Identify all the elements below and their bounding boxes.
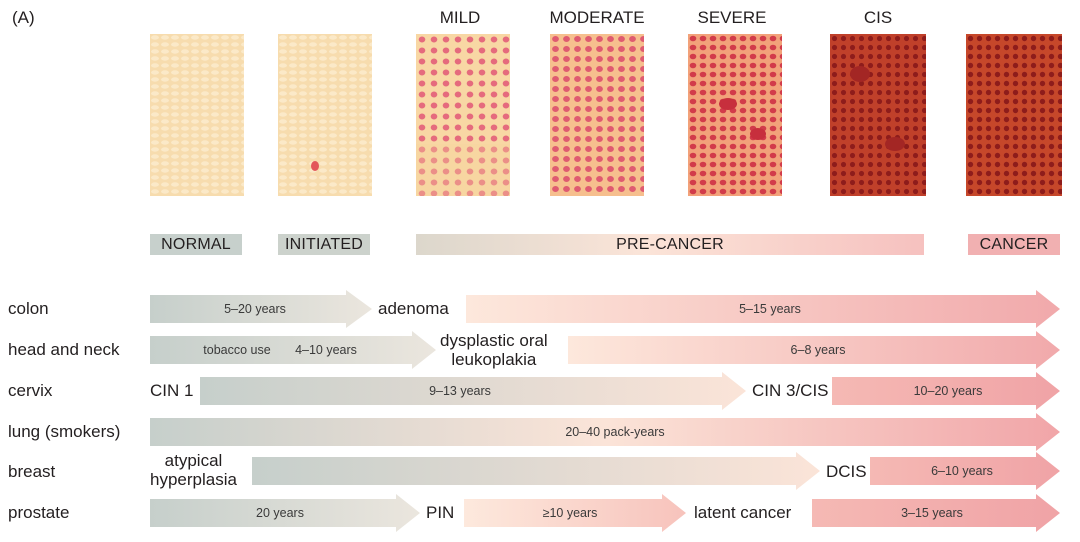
- head-neck-arrow-2: [568, 331, 1060, 369]
- head-neck-milestone-line2: leukoplakia: [451, 350, 537, 369]
- colon-arrow-1: [150, 290, 372, 328]
- colon-milestone-adenoma: adenoma: [378, 299, 449, 318]
- organ-label-head-neck: head and neck: [8, 340, 120, 359]
- prostate-milestone-latent-cancer: latent cancer: [694, 503, 792, 522]
- cervix-duration-1: 9–13 years: [429, 384, 491, 398]
- initiated-cell: [311, 161, 319, 171]
- lung-duration: 20–40 pack-years: [565, 425, 665, 439]
- panel-label-moderate: MODERATE: [549, 8, 645, 27]
- stage-normal: NORMAL: [150, 234, 242, 255]
- prostate-duration-3: 3–15 years: [901, 506, 963, 520]
- tissue-normal-image: [150, 34, 244, 196]
- stage-precancer: PRE-CANCER: [416, 234, 924, 255]
- prostate-duration-1: 20 years: [256, 506, 304, 520]
- head-neck-duration-2: 6–8 years: [790, 343, 846, 357]
- breast-arrow-1: [252, 452, 820, 490]
- breast-milestone-dcis: DCIS: [826, 462, 867, 481]
- panel-label-cis: CIS: [863, 8, 893, 27]
- breast-duration-2: 6–10 years: [931, 464, 993, 478]
- head-neck-risk-factor: tobacco use: [203, 343, 271, 357]
- figure-label: (A): [12, 8, 35, 27]
- cervix-arrow-1: [200, 372, 746, 410]
- tissue-severe-image: [688, 34, 782, 196]
- breast-milestone-atypical-hyperplasia: atypical hyperplasia: [150, 451, 237, 489]
- stage-cancer: CANCER: [968, 234, 1060, 255]
- breast-arrow-2: [870, 452, 1060, 490]
- tissue-cis-image: [830, 34, 926, 196]
- breast-milestone-line1: atypical: [164, 451, 223, 470]
- head-neck-arrow-1: [150, 331, 436, 369]
- organ-label-lung: lung (smokers): [8, 422, 121, 441]
- head-neck-duration-1: 4–10 years: [295, 343, 357, 357]
- prostate-milestone-pin: PIN: [426, 503, 455, 522]
- cervix-milestone-cin3: CIN 3/CIS: [752, 381, 829, 400]
- panel-label-mild: MILD: [439, 8, 481, 27]
- lung-arrow: [150, 413, 1060, 451]
- head-neck-milestone-leukoplakia: dysplastic oral leukoplakia: [440, 331, 548, 369]
- colon-duration-1: 5–20 years: [224, 302, 286, 316]
- organ-label-cervix: cervix: [8, 381, 53, 400]
- prostate-arrow-1: [150, 494, 420, 532]
- organ-label-breast: breast: [8, 462, 56, 481]
- tissue-mild-image: [416, 34, 510, 196]
- tissue-cancer-image: [966, 34, 1062, 196]
- colon-arrow-2: [466, 290, 1060, 328]
- organ-label-colon: colon: [8, 299, 49, 318]
- colon-duration-2: 5–15 years: [739, 302, 801, 316]
- prostate-duration-2: ≥10 years: [542, 506, 598, 520]
- prostate-arrow-2: [464, 494, 686, 532]
- cervix-duration-2: 10–20 years: [913, 384, 983, 398]
- cervix-arrow-2: [832, 372, 1060, 410]
- head-neck-milestone-line1: dysplastic oral: [440, 331, 548, 350]
- panel-label-severe: SEVERE: [697, 8, 767, 27]
- breast-milestone-line2: hyperplasia: [150, 470, 237, 489]
- stage-initiated: INITIATED: [278, 234, 370, 255]
- tissue-moderate-image: [550, 34, 644, 196]
- cervix-milestone-cin1: CIN 1: [150, 381, 194, 400]
- tissue-initiated-image: [278, 34, 372, 196]
- organ-label-prostate: prostate: [8, 503, 70, 522]
- prostate-arrow-3: [812, 494, 1060, 532]
